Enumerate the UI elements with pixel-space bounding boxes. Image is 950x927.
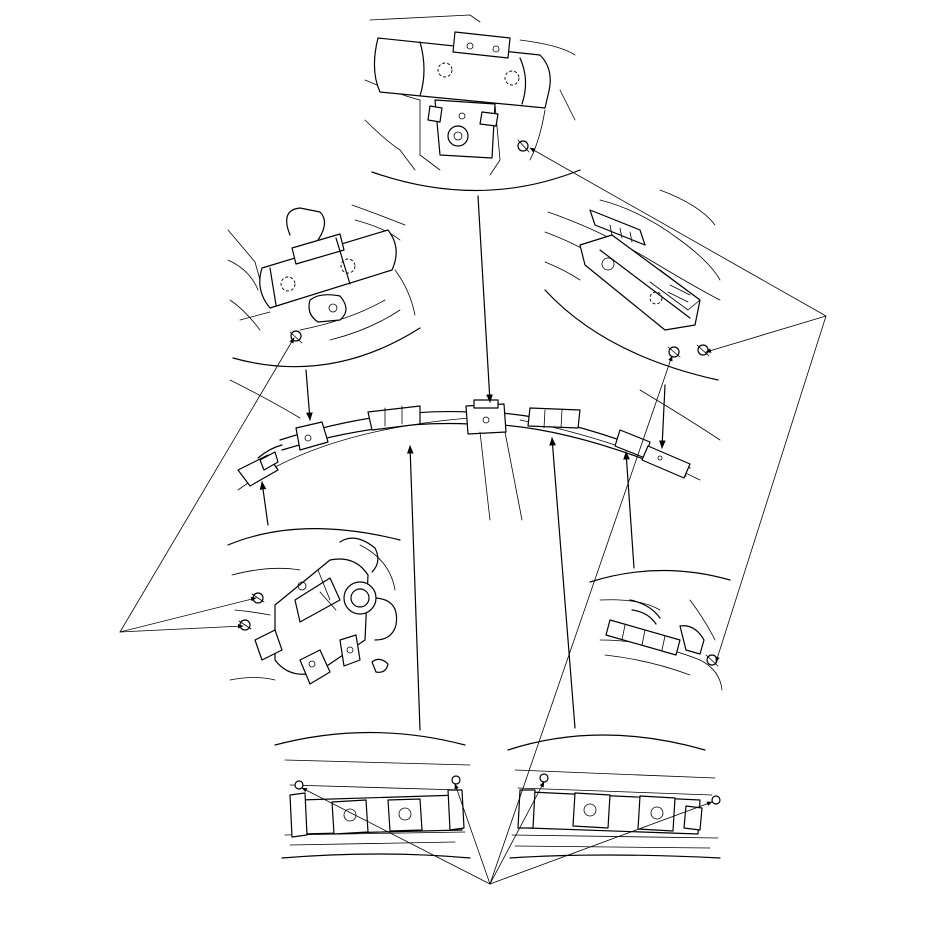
bolt-icon: [705, 654, 719, 667]
clip-icon: [711, 795, 721, 805]
clip-icon: [294, 780, 304, 790]
right-middle-detail-view: [589, 569, 731, 691]
right-upper-detail-view: [544, 189, 721, 381]
bolt-callout-left: [119, 337, 295, 633]
bottom-right-detail-view: [507, 734, 721, 859]
bolt-icon: [251, 592, 265, 604]
detail-arrows: [259, 195, 666, 731]
clip-callout-bottom: [301, 355, 713, 885]
bolt-icon: [667, 346, 681, 358]
main-harness-assembly: [229, 379, 721, 521]
bolt-callout-right: [529, 147, 827, 663]
left-middle-detail-view: [227, 528, 401, 685]
bolt-icon: [696, 344, 710, 357]
center-upper-detail-view: [364, 14, 581, 192]
clip-icon: [451, 775, 461, 785]
bolt-icon: [517, 139, 530, 153]
bottom-left-detail-view: [274, 731, 471, 859]
bolt-icon: [238, 619, 252, 631]
left-upper-detail-view: [227, 204, 421, 368]
clip-icon: [539, 773, 549, 783]
